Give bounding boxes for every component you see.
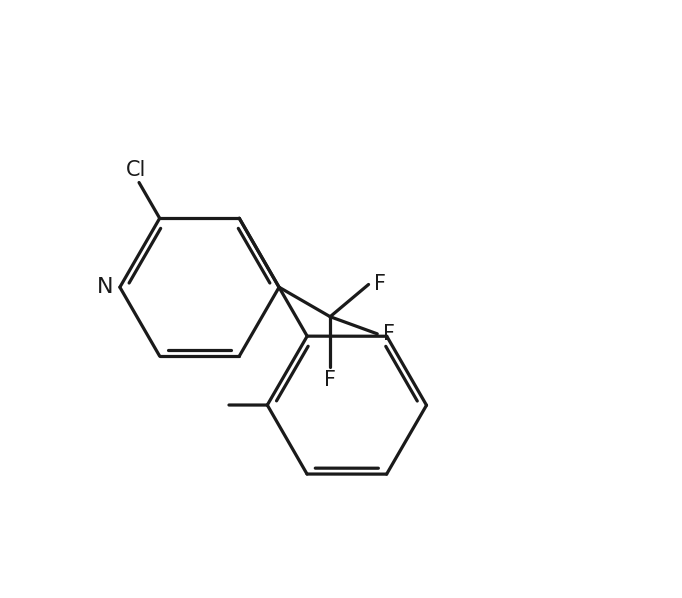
Text: F: F bbox=[383, 324, 395, 344]
Text: N: N bbox=[97, 277, 113, 297]
Text: F: F bbox=[374, 274, 386, 294]
Text: Cl: Cl bbox=[126, 160, 146, 179]
Text: F: F bbox=[324, 370, 336, 390]
